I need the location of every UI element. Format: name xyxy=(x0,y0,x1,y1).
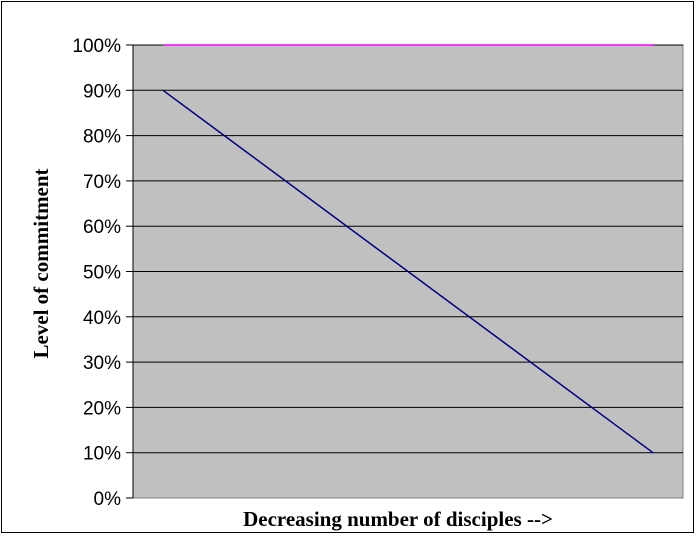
series-layer xyxy=(162,44,654,454)
x-axis-title: Decreasing number of disciples --> xyxy=(243,507,553,531)
y-tick-label: 0% xyxy=(94,489,122,510)
y-tick-label: 20% xyxy=(83,398,121,419)
y-tick-label: 40% xyxy=(83,308,121,329)
y-tick-label: 80% xyxy=(83,127,121,148)
y-tick-label: 30% xyxy=(83,353,121,374)
series-line-2 xyxy=(162,89,654,454)
y-tick-label: 10% xyxy=(83,444,121,465)
y-tick-label: 60% xyxy=(83,217,121,238)
y-axis: 0% 10% 20% 30% 40% 50% 60% 70% 80% 90% 100% xyxy=(72,36,134,510)
y-tick-label: 70% xyxy=(83,172,121,193)
y-tick-label: 90% xyxy=(83,81,121,102)
y-tick-label: 100% xyxy=(72,36,121,57)
y-tick-label: 50% xyxy=(83,263,121,284)
y-axis-title: Level of commitment xyxy=(29,168,53,358)
